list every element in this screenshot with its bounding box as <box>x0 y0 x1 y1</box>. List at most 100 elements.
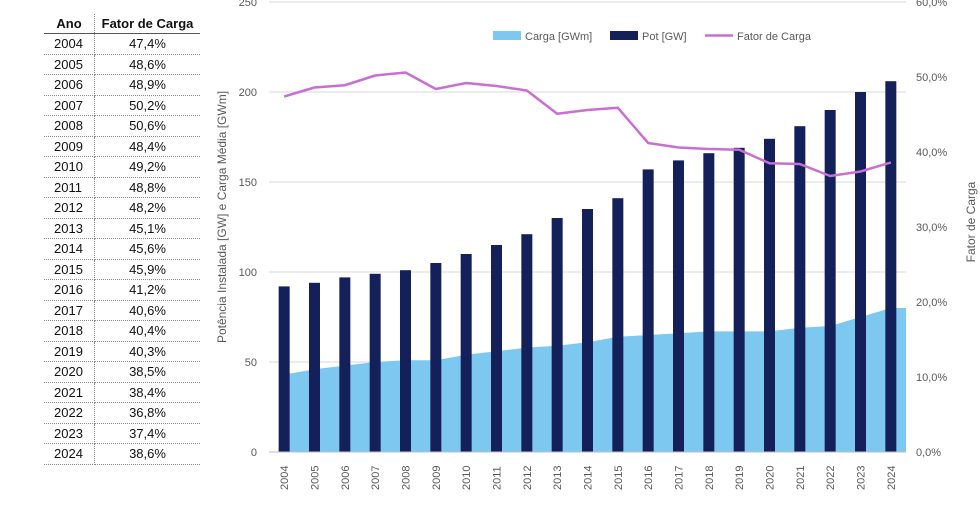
y2-tick-label: 30,0% <box>916 222 947 234</box>
table-row: 2017 40,6% <box>44 300 200 321</box>
bar-pot <box>309 282 320 452</box>
table-cell-year: 2018 <box>44 320 95 342</box>
x-tick-label: 2022 <box>825 466 837 490</box>
bar-pot <box>733 147 745 453</box>
table-row: 2011 48,8% <box>44 177 200 198</box>
y-tick-label: 100 <box>239 267 257 279</box>
x-tick-label: 2006 <box>340 466 352 490</box>
table-cell-load-factor: 50,2% <box>94 95 200 116</box>
bar-pot <box>430 263 442 452</box>
table-cell-year: 2022 <box>44 402 95 424</box>
x-tick-label: 2005 <box>310 466 322 490</box>
x-tick-label: 2023 <box>856 466 868 490</box>
table-cell-year: 2011 <box>44 177 95 198</box>
x-tick-label: 2024 <box>886 466 898 490</box>
table-row: 2007 50,2% <box>44 95 200 116</box>
table-cell-year: 2021 <box>44 382 95 403</box>
x-tick-label: 2014 <box>583 466 595 490</box>
load-factor-table: Ano Fator de Carga 2004 47,4% 2005 48,6% 200… <box>44 14 200 465</box>
bar-pot <box>642 169 654 452</box>
table-row: 2020 38,5% <box>44 361 200 383</box>
y2-tick-label: 0,0% <box>916 447 941 459</box>
y2-tick-label: 20,0% <box>916 297 947 309</box>
table-cell-year: 2012 <box>44 197 95 219</box>
bar-pot <box>369 273 381 452</box>
bar-pot <box>612 198 624 452</box>
bar-pot <box>885 81 897 452</box>
table-cell-load-factor: 45,1% <box>94 218 200 239</box>
table-cell-load-factor: 48,9% <box>94 74 200 96</box>
table-header-row: Ano Fator de Carga <box>44 14 200 34</box>
table-row: 2008 50,6% <box>44 115 200 137</box>
y2-tick-label: 40,0% <box>916 147 947 159</box>
table-cell-load-factor: 48,4% <box>94 136 200 157</box>
table-cell-load-factor: 48,8% <box>94 177 200 198</box>
column-header-year: Ano <box>44 14 95 34</box>
table-cell-year: 2008 <box>44 115 95 137</box>
x-tick-label: 2017 <box>674 466 686 490</box>
table-row: 2010 49,2% <box>44 156 200 178</box>
x-tick-label: 2016 <box>643 466 655 490</box>
table-cell-year: 2009 <box>44 136 95 157</box>
bar-pot <box>491 245 502 452</box>
table-row: 2006 48,9% <box>44 74 200 96</box>
table-row: 2022 36,8% <box>44 402 200 424</box>
table-row: 2004 47,4% <box>44 33 200 55</box>
table-cell-load-factor: 40,4% <box>94 320 200 342</box>
table-cell-year: 2017 <box>44 300 95 321</box>
bar-pot <box>673 160 684 452</box>
table-cell-load-factor: 48,6% <box>94 54 200 75</box>
table-row: 2023 37,4% <box>44 423 200 444</box>
column-header-load-factor: Fator de Carga <box>94 14 200 34</box>
bar-pot <box>582 209 593 452</box>
x-tick-label: 2021 <box>795 466 807 490</box>
table-row: 2019 40,3% <box>44 341 200 362</box>
table-cell-load-factor: 45,9% <box>94 259 200 280</box>
table-cell-year: 2004 <box>44 33 95 55</box>
y-tick-label: 150 <box>239 177 257 189</box>
y-tick-label: 0 <box>251 447 257 459</box>
table-cell-load-factor: 41,2% <box>94 279 200 301</box>
table-row: 2009 48,4% <box>44 136 200 157</box>
table-cell-year: 2006 <box>44 74 95 96</box>
table-cell-year: 2005 <box>44 54 95 75</box>
table-cell-load-factor: 45,6% <box>94 238 200 260</box>
table-cell-year: 2014 <box>44 238 95 260</box>
table-cell-year: 2015 <box>44 259 95 280</box>
table-row: 2021 38,4% <box>44 382 200 403</box>
y-tick-label: 200 <box>239 87 257 99</box>
table-cell-year: 2016 <box>44 279 95 301</box>
table-cell-year: 2007 <box>44 95 95 116</box>
x-tick-label: 2007 <box>370 466 382 490</box>
legend-label-fator: Fator de Carga <box>737 31 812 43</box>
bar-pot <box>521 234 533 452</box>
x-tick-label: 2009 <box>431 466 443 490</box>
x-tick-label: 2013 <box>552 466 564 490</box>
table-cell-year: 2019 <box>44 341 95 362</box>
table-cell-year: 2010 <box>44 156 95 178</box>
table-cell-load-factor: 36,8% <box>94 402 200 424</box>
table-row: 2005 48,6% <box>44 54 200 75</box>
table-cell-load-factor: 38,6% <box>94 443 200 465</box>
bar-pot <box>460 254 472 452</box>
y2-tick-label: 10,0% <box>916 372 947 384</box>
legend-swatch-carga <box>493 31 521 40</box>
x-tick-label: 2011 <box>492 466 504 490</box>
table-cell-load-factor: 38,4% <box>94 382 200 403</box>
table-cell-load-factor: 40,6% <box>94 300 200 321</box>
table-cell-year: 2013 <box>44 218 95 239</box>
x-tick-label: 2019 <box>734 466 746 490</box>
x-tick-label: 2012 <box>522 466 534 490</box>
table-row: 2015 45,9% <box>44 259 200 280</box>
y-tick-label: 50 <box>245 357 257 369</box>
table-row: 2024 38,6% <box>44 443 200 465</box>
table-cell-load-factor: 37,4% <box>94 423 200 444</box>
y-axis-title: Potência Instalada [GW] e Carga Média [G… <box>215 91 229 343</box>
load-chart: 0 50 100 150 200 250 0,0% 10,0% 20,0% 30,0% 40,0% 5… <box>215 0 978 490</box>
table-row: 2013 45,1% <box>44 218 200 239</box>
bar-pot <box>824 110 836 452</box>
table-cell-load-factor: 38,5% <box>94 361 200 383</box>
table-cell-load-factor: 40,3% <box>94 341 200 362</box>
table-row: 2012 48,2% <box>44 197 200 219</box>
bar-pot <box>400 270 411 452</box>
